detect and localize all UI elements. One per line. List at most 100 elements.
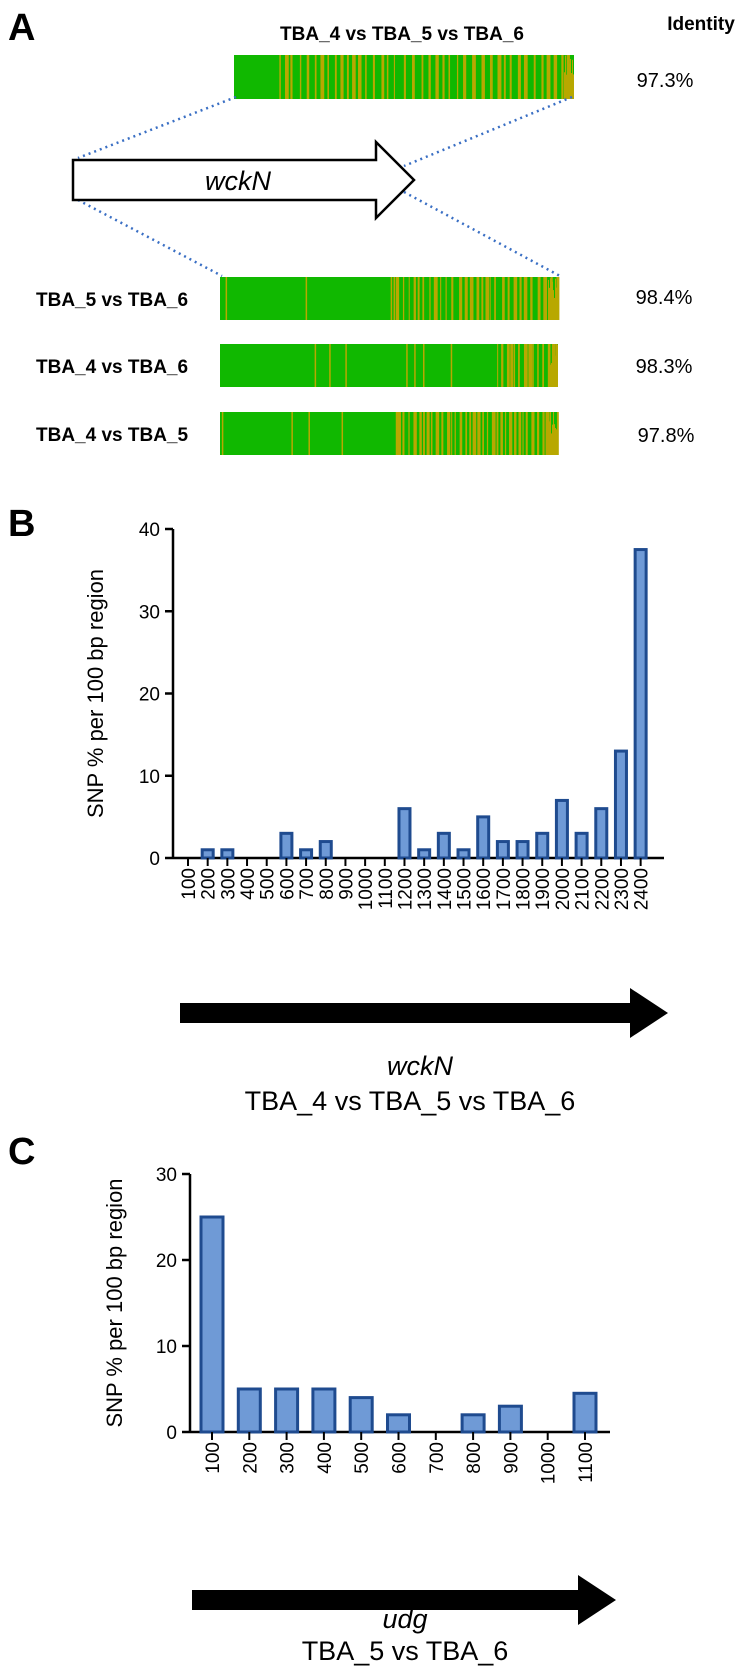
x-tick-label: 1700 bbox=[494, 868, 515, 910]
mismatch-line bbox=[454, 412, 456, 455]
y-tick-label: 0 bbox=[149, 849, 160, 870]
mismatch-line bbox=[414, 344, 416, 387]
x-tick-label: 1900 bbox=[533, 868, 554, 910]
mismatch-line bbox=[531, 412, 535, 455]
tail-segment bbox=[549, 421, 550, 455]
mismatch-line bbox=[402, 277, 405, 320]
mismatch-line bbox=[513, 277, 518, 320]
mismatch-line bbox=[523, 344, 528, 387]
mismatch-line bbox=[465, 412, 468, 455]
mismatch-line bbox=[450, 344, 453, 387]
bar-600 bbox=[386, 1413, 411, 1434]
mismatch-line bbox=[390, 277, 393, 320]
mismatch-line bbox=[299, 55, 302, 99]
mismatch-line bbox=[482, 412, 484, 455]
tail-segment bbox=[548, 347, 549, 387]
mismatch-line bbox=[541, 55, 544, 99]
bar-2000 bbox=[554, 798, 569, 860]
mismatch-line bbox=[395, 277, 400, 320]
identity-header: Identity bbox=[667, 14, 735, 35]
mismatch-line bbox=[314, 344, 317, 387]
mismatch-line bbox=[403, 55, 406, 99]
mismatch-line bbox=[421, 55, 424, 99]
mismatch-line bbox=[542, 412, 545, 455]
mismatch-line bbox=[503, 55, 506, 99]
y-tick-label: 20 bbox=[156, 1251, 177, 1272]
mismatch-line bbox=[537, 412, 540, 455]
comparison-label-c: TBA_5 vs TBA_6 bbox=[302, 1636, 509, 1666]
mismatch-line bbox=[395, 412, 400, 455]
bar-200 bbox=[236, 1387, 262, 1434]
tail-segment bbox=[569, 63, 570, 99]
x-tick-label: 2200 bbox=[592, 868, 613, 910]
mismatch-line bbox=[413, 277, 416, 320]
mismatch-line bbox=[442, 55, 445, 99]
x-tick-label: 600 bbox=[277, 868, 298, 900]
track-label-3: TBA_4 vs TBA_5 bbox=[36, 425, 188, 446]
mismatch-line bbox=[497, 344, 499, 387]
bar-800 bbox=[318, 840, 333, 860]
bar-2100 bbox=[574, 831, 589, 860]
mismatch-line bbox=[358, 55, 362, 99]
mismatch-line bbox=[422, 344, 425, 387]
bar-2400 bbox=[633, 548, 648, 860]
mismatch-line bbox=[545, 412, 550, 455]
track-label-1: TBA_5 vs TBA_6 bbox=[36, 290, 188, 311]
mismatch-line bbox=[525, 412, 528, 455]
bar-200 bbox=[200, 848, 215, 860]
tail-segment bbox=[554, 424, 555, 455]
mismatch-line bbox=[472, 55, 476, 99]
bar-500 bbox=[348, 1396, 374, 1434]
x-tick-label: 1100 bbox=[376, 868, 397, 909]
tail-segment bbox=[567, 62, 568, 99]
mismatch-line bbox=[419, 412, 422, 455]
mismatch-line bbox=[463, 55, 467, 99]
tail-segment bbox=[556, 359, 557, 387]
mismatch-line bbox=[341, 412, 344, 455]
bar-400 bbox=[311, 1387, 337, 1434]
mismatch-line bbox=[476, 277, 480, 320]
mismatch-line bbox=[506, 344, 510, 387]
mismatch-line bbox=[494, 277, 496, 320]
mismatch-line bbox=[518, 412, 522, 455]
mismatch-line bbox=[329, 344, 331, 387]
connector-bottom-right bbox=[403, 190, 561, 278]
x-tick-label: 2300 bbox=[612, 868, 633, 910]
mismatch-line bbox=[508, 412, 513, 455]
mismatch-line bbox=[518, 344, 520, 387]
x-tick-label: 400 bbox=[238, 868, 259, 900]
x-tick-label: 1300 bbox=[415, 868, 436, 910]
mismatch-line bbox=[413, 412, 417, 455]
mismatch-line bbox=[433, 277, 438, 320]
comparison-label-b: TBA_4 vs TBA_5 vs TBA_6 bbox=[245, 1086, 576, 1116]
track-identity-1: 98.4% bbox=[636, 287, 693, 309]
x-tick-label: 300 bbox=[218, 868, 239, 900]
mismatch-line bbox=[517, 55, 521, 99]
bar-1500 bbox=[456, 848, 471, 860]
mismatch-line bbox=[456, 55, 459, 99]
tail-segment bbox=[552, 356, 553, 387]
mismatch-line bbox=[398, 412, 401, 455]
y-axis-title: SNP % per 100 bp region bbox=[102, 1178, 127, 1427]
x-tick-label: 1400 bbox=[435, 868, 456, 910]
bar-300 bbox=[274, 1387, 300, 1434]
tail-segment bbox=[564, 72, 565, 99]
bar-900 bbox=[497, 1404, 523, 1434]
mismatch-line bbox=[402, 412, 405, 455]
mismatch-line bbox=[489, 55, 493, 99]
connector-top-right bbox=[403, 95, 573, 168]
tail-segment bbox=[555, 427, 556, 455]
bar-1700 bbox=[495, 840, 510, 860]
x-tick-label: 1000 bbox=[356, 868, 377, 910]
chart-c: 0 10 20 30 SNP % per 100 bp region 100 200 300 4… bbox=[102, 1165, 610, 1484]
x-tick-label: 600 bbox=[390, 1442, 411, 1474]
mismatch-line bbox=[507, 277, 510, 320]
mismatch-line bbox=[417, 277, 420, 320]
top-track-label: TBA_4 vs TBA_5 vs TBA_6 bbox=[280, 24, 524, 45]
mismatch-line bbox=[561, 55, 564, 99]
mismatch-line bbox=[459, 277, 463, 320]
track-label-2: TBA_4 vs TBA_6 bbox=[36, 357, 188, 378]
mismatch-line bbox=[386, 55, 389, 99]
tail-segment bbox=[571, 73, 572, 99]
x-tick-label: 1600 bbox=[474, 868, 495, 910]
